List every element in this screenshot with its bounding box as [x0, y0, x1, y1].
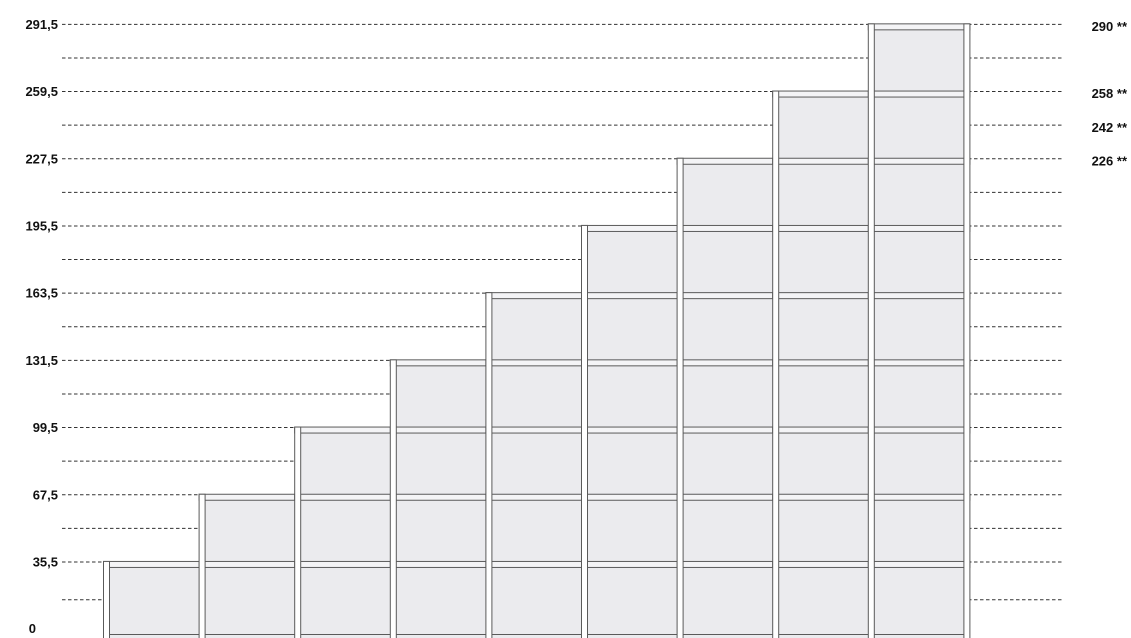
shelf-board [772, 493, 875, 501]
shelving-columns [103, 23, 971, 638]
shelf-board [867, 560, 971, 568]
shelf-board [389, 493, 493, 501]
level-label: 259,5 [25, 84, 58, 99]
shelf-board [676, 426, 780, 434]
shelf-bay [389, 359, 493, 638]
shelf-board [389, 426, 493, 434]
level-label: 35,5 [33, 554, 58, 569]
shelf-board [772, 157, 875, 165]
level-label: 291,5 [25, 17, 58, 32]
shelf-board [485, 426, 588, 434]
shelf-board [676, 157, 780, 165]
level-label: 0 [29, 621, 36, 636]
shelf-bay [676, 157, 780, 638]
bay-panel [485, 292, 588, 638]
shelf-bay [581, 224, 684, 638]
shelf-bay [103, 560, 206, 638]
shelf-board [198, 560, 302, 568]
height-note-label: 290 ** [1092, 19, 1128, 34]
bay-panel [868, 23, 970, 638]
shelf-board [772, 292, 875, 300]
shelf-board [772, 359, 875, 367]
shelf-board [867, 224, 971, 232]
shelf-board [294, 426, 397, 434]
shelf-bay [867, 23, 971, 638]
shelf-board [867, 359, 971, 367]
shelf-board [676, 560, 780, 568]
upright-post [198, 493, 206, 638]
shelf-board [772, 560, 875, 568]
shelf-board [867, 157, 971, 165]
shelf-board [485, 493, 588, 501]
shelf-board [676, 359, 780, 367]
shelf-board [581, 426, 684, 434]
shelf-board [867, 90, 971, 98]
shelf-board [581, 493, 684, 501]
shelf-board [485, 292, 588, 300]
shelf-board [198, 493, 302, 501]
upright-post [772, 90, 780, 638]
upright-post [581, 224, 588, 638]
shelf-board [389, 359, 493, 367]
level-label: 195,5 [25, 218, 58, 233]
upright-post [963, 23, 971, 638]
shelf-bay [772, 90, 875, 638]
shelf-board [485, 560, 588, 568]
shelf-board [581, 560, 684, 568]
shelf-board [867, 23, 971, 31]
shelf-board [103, 560, 206, 568]
shelf-board [676, 224, 780, 232]
shelf-board [676, 292, 780, 300]
height-note-label: 226 ** [1092, 153, 1128, 168]
level-label: 67,5 [33, 487, 58, 502]
upright-post [389, 359, 397, 638]
level-label: 99,5 [33, 420, 58, 435]
shelf-board [581, 359, 684, 367]
shelf-board [389, 560, 493, 568]
right-height-labels: 290 ** 258 ** 242 ** 226 ** [1092, 19, 1128, 168]
bay-panel [294, 427, 397, 638]
bay-panel [677, 158, 779, 638]
shelf-board [581, 292, 684, 300]
upright-post [103, 560, 110, 638]
height-note-label: 242 ** [1092, 120, 1128, 135]
left-height-labels: 291,5 259,5 227,5 195,5 163,5 131,5 99,5 67,5 35… [25, 17, 58, 636]
shelf-board [772, 224, 875, 232]
level-label: 227,5 [25, 151, 58, 166]
shelf-board [581, 224, 684, 232]
shelf-board [772, 90, 875, 98]
shelf-board [485, 359, 588, 367]
shelf-bay [294, 426, 397, 638]
height-note-label: 258 ** [1092, 86, 1128, 101]
shelf-board [867, 292, 971, 300]
shelf-bay [198, 493, 302, 638]
level-label: 163,5 [25, 286, 58, 301]
shelf-board [294, 560, 397, 568]
shelf-bay [485, 292, 588, 638]
level-label: 131,5 [25, 353, 58, 368]
bay-panel [103, 561, 206, 638]
upright-post [294, 426, 302, 638]
upright-post [867, 23, 875, 638]
upright-post [676, 157, 684, 638]
upright-post [485, 292, 493, 638]
shelf-board [294, 493, 397, 501]
shelf-board [676, 493, 780, 501]
shelf-board [867, 493, 971, 501]
shelf-board [867, 426, 971, 434]
shelf-board [772, 426, 875, 434]
